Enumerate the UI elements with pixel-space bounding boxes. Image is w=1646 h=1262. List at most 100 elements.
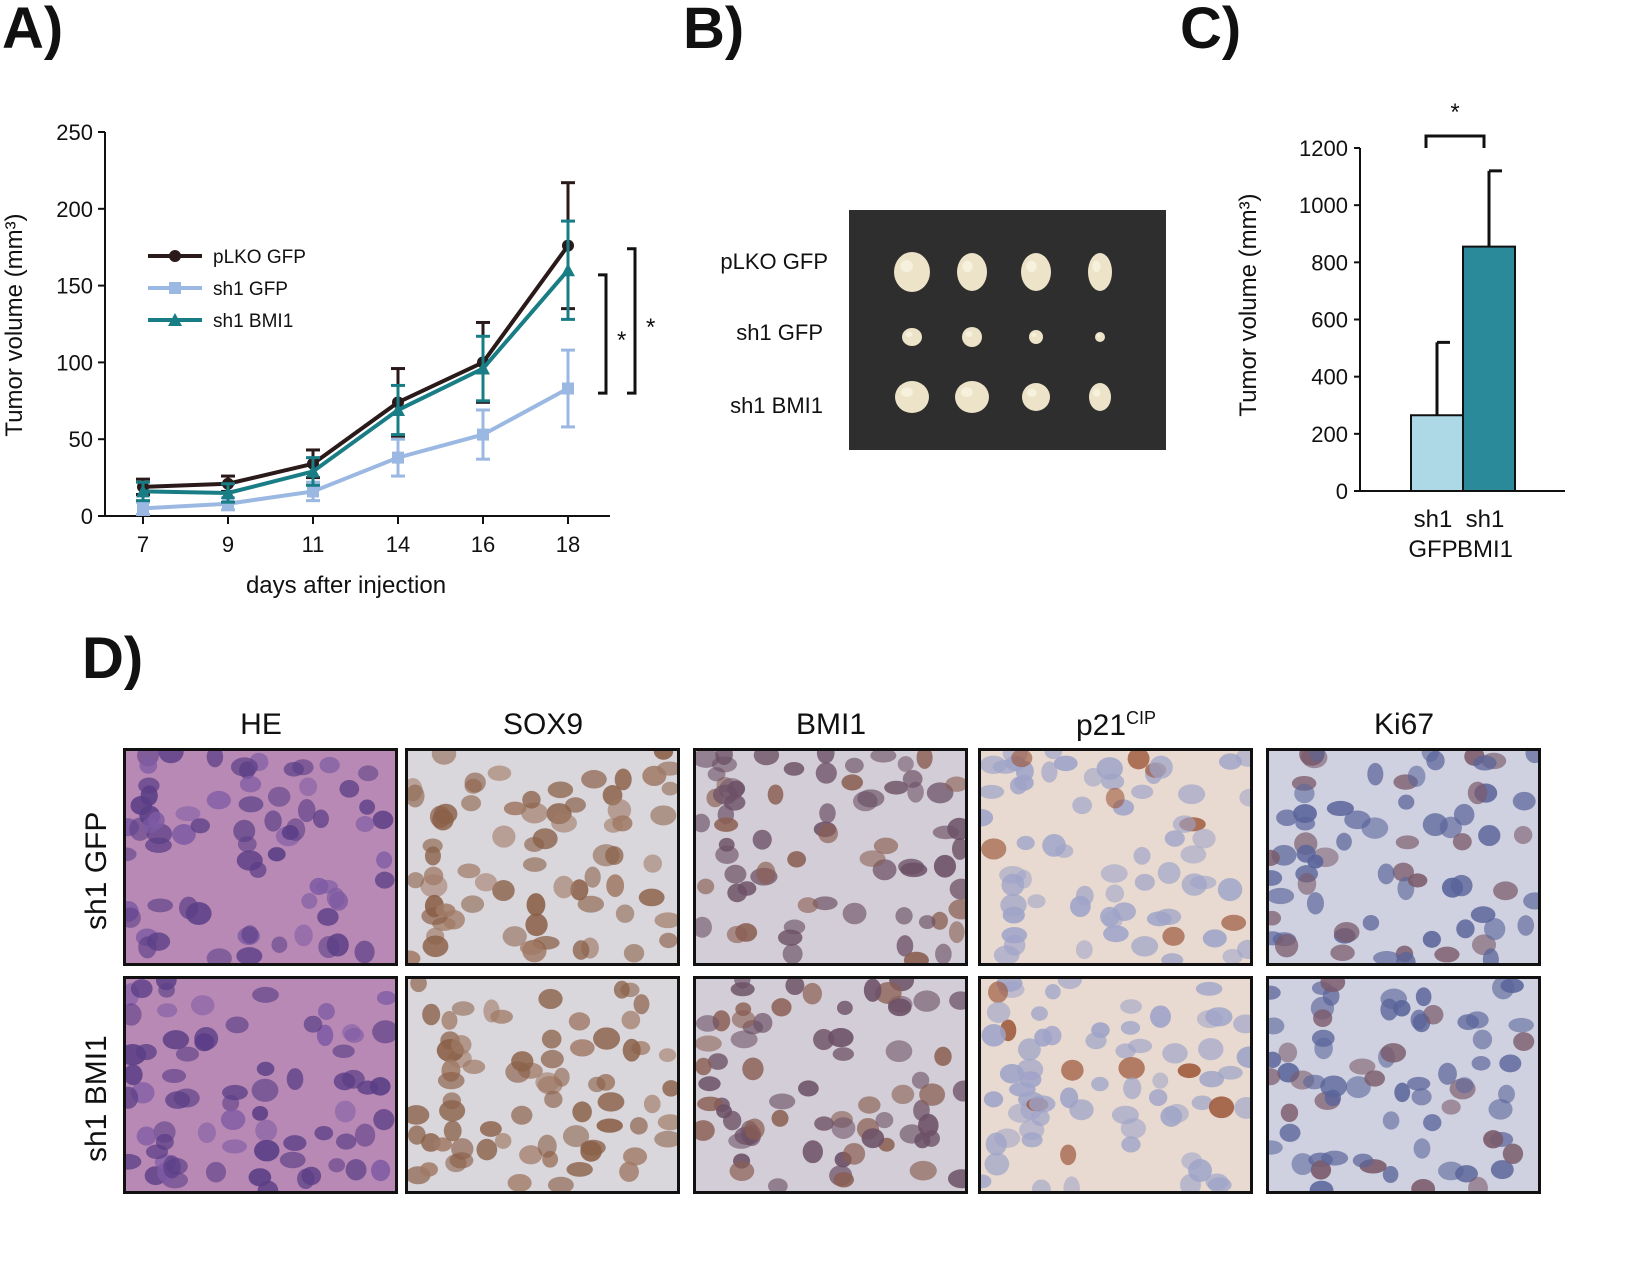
photo-row-label: sh1 BMI1 bbox=[730, 393, 823, 418]
histology-image bbox=[405, 976, 680, 1194]
data-point bbox=[476, 361, 490, 375]
legend-marker bbox=[168, 313, 182, 326]
tumor-highlight bbox=[965, 331, 973, 337]
bar bbox=[1410, 414, 1464, 493]
y-tick-label: 100 bbox=[56, 350, 93, 375]
y-tick-label: 200 bbox=[56, 197, 93, 222]
y-tick-label: 250 bbox=[56, 120, 93, 145]
tumor-highlight bbox=[1026, 260, 1037, 272]
data-point bbox=[477, 428, 489, 441]
series-line bbox=[142, 386, 569, 511]
histology-row-label: sh1 GFP bbox=[80, 811, 113, 930]
y-axis-label: Tumor volume (mm³) bbox=[1235, 193, 1262, 416]
tumor-sample bbox=[1021, 253, 1051, 291]
data-point bbox=[307, 485, 319, 498]
tumor-highlight bbox=[1031, 332, 1037, 337]
histology-image bbox=[693, 976, 968, 1194]
x-tick-label: 7 bbox=[137, 532, 149, 557]
tumor-highlight bbox=[900, 387, 913, 397]
data-point bbox=[137, 502, 149, 515]
legend-label: pLKO GFP bbox=[213, 247, 306, 268]
histology-image bbox=[1266, 976, 1541, 1194]
significance-star: * bbox=[617, 327, 626, 354]
stain-column-title: HE bbox=[240, 708, 282, 741]
data-point bbox=[392, 451, 404, 464]
data-point bbox=[562, 382, 574, 395]
legend-label: sh1 GFP bbox=[213, 279, 288, 300]
tumor-sample bbox=[957, 253, 987, 291]
panel-label-a: A) bbox=[2, 0, 64, 61]
panel-label-c: C) bbox=[1180, 0, 1242, 61]
stain-column-title: SOX9 bbox=[502, 708, 584, 741]
y-tick-label: 50 bbox=[69, 427, 93, 452]
histology-image bbox=[693, 748, 968, 966]
photo-row-label: sh1 GFP bbox=[736, 320, 823, 345]
y-tick-label: 200 bbox=[1311, 422, 1348, 447]
tumor-sample bbox=[1089, 383, 1111, 411]
tumor-sample bbox=[955, 381, 989, 413]
data-point bbox=[306, 464, 320, 478]
tumor-sample bbox=[1022, 383, 1050, 411]
histology-image bbox=[123, 748, 398, 966]
stain-superscript: CIP bbox=[1126, 708, 1157, 728]
tumor-highlight bbox=[960, 387, 973, 397]
significance-bracket bbox=[598, 273, 608, 395]
series-sh1-bmi1 bbox=[136, 219, 575, 504]
data-point bbox=[391, 403, 405, 417]
legend-label: sh1 BMI1 bbox=[213, 311, 293, 332]
tumor-highlight bbox=[1026, 388, 1037, 397]
significance-star: * bbox=[646, 314, 655, 341]
stain-column-title: Ki67 bbox=[1373, 708, 1435, 741]
data-point bbox=[136, 484, 150, 498]
x-tick-label: sh1 bbox=[1466, 506, 1505, 533]
line-chart-tumor-growth: 0 50 100 150 200 250 7 9 11 14 16 18 pLKO GFP sh1 GF… bbox=[1, 120, 655, 599]
x-tick-label: 18 bbox=[556, 532, 580, 557]
tumor-sample bbox=[962, 327, 982, 347]
histology-row-label: sh1 BMI1 bbox=[80, 1035, 113, 1162]
tumor-sample bbox=[902, 328, 922, 346]
legend-marker bbox=[169, 250, 181, 262]
data-point bbox=[561, 263, 575, 277]
significance-bracket bbox=[1424, 134, 1486, 148]
bar bbox=[1462, 245, 1516, 492]
tumor-sample bbox=[1029, 330, 1043, 344]
y-tick-label: 150 bbox=[56, 274, 93, 299]
stain-column-title: p21CIP bbox=[1075, 708, 1157, 742]
panel-label-b: B) bbox=[683, 0, 745, 61]
x-tick-label: BMI1 bbox=[1457, 536, 1513, 563]
tumor-sample bbox=[895, 381, 929, 413]
x-tick-label: sh1 bbox=[1414, 506, 1453, 533]
series-line bbox=[142, 268, 570, 495]
y-tick-label: 600 bbox=[1311, 308, 1348, 333]
tumor-sample bbox=[1088, 253, 1112, 291]
y-tick-label: 400 bbox=[1311, 365, 1348, 390]
y-tick-label: 0 bbox=[81, 504, 93, 529]
y-axis-label: Tumor volume (mm³) bbox=[1, 213, 28, 436]
significance-bracket bbox=[627, 247, 637, 395]
photo-row-label: pLKO GFP bbox=[720, 249, 828, 274]
x-tick-label: 14 bbox=[386, 532, 410, 557]
x-tick-label: 9 bbox=[222, 532, 234, 557]
histology-image bbox=[978, 748, 1253, 966]
tumor-sample bbox=[894, 252, 930, 292]
tumor-highlight bbox=[1092, 260, 1101, 272]
tumor-highlight bbox=[1096, 334, 1101, 337]
histology-image bbox=[1266, 748, 1541, 966]
tumor-highlight bbox=[1092, 388, 1101, 397]
histology-image bbox=[123, 976, 398, 1194]
data-point bbox=[221, 485, 235, 499]
panel-label-d: D) bbox=[82, 626, 144, 691]
stain-column-title: BMI1 bbox=[795, 708, 867, 741]
y-tick-label: 1200 bbox=[1299, 136, 1348, 161]
histology-image bbox=[978, 976, 1253, 1194]
photo-background bbox=[849, 210, 1166, 450]
legend-marker bbox=[169, 282, 181, 294]
tumor-sample bbox=[1095, 332, 1105, 342]
tumor-photo-panel: pLKO GFP sh1 GFP sh1 BMI1 bbox=[700, 205, 1180, 455]
x-tick-label: GFP bbox=[1408, 536, 1457, 563]
x-tick-label: 16 bbox=[471, 532, 495, 557]
y-tick-label: 0 bbox=[1336, 479, 1348, 504]
histology-image bbox=[405, 748, 680, 966]
tumor-highlight bbox=[900, 260, 913, 272]
tumor-highlight bbox=[905, 331, 913, 337]
